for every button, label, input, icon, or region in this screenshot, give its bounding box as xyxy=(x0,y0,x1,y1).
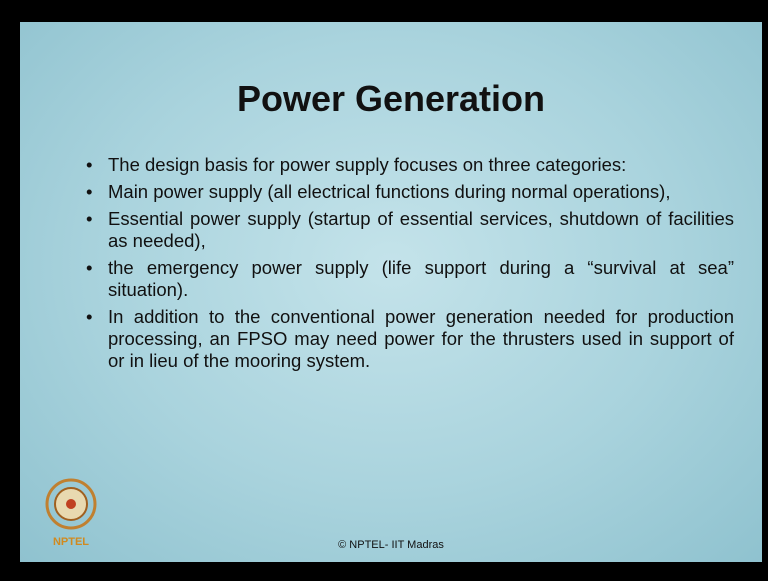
slide-title: Power Generation xyxy=(236,78,546,119)
logo-icon xyxy=(45,478,97,530)
logo-text: NPTEL xyxy=(52,536,90,548)
bullet: Main power supply (all electrical functi… xyxy=(82,181,734,203)
bullet-list: The design basis for power supply focuse… xyxy=(82,154,734,377)
bullet: the emergency power supply (life support… xyxy=(82,257,734,301)
slide: Power Generation The design basis for po… xyxy=(20,22,762,562)
bullet: The design basis for power supply focuse… xyxy=(82,154,734,176)
bullet: In addition to the conventional power ge… xyxy=(82,306,734,372)
bullet: Essential power supply (startup of essen… xyxy=(82,208,734,252)
footer: © NPTEL- IIT Madras xyxy=(338,539,444,551)
logo: NPTEL xyxy=(40,472,102,552)
